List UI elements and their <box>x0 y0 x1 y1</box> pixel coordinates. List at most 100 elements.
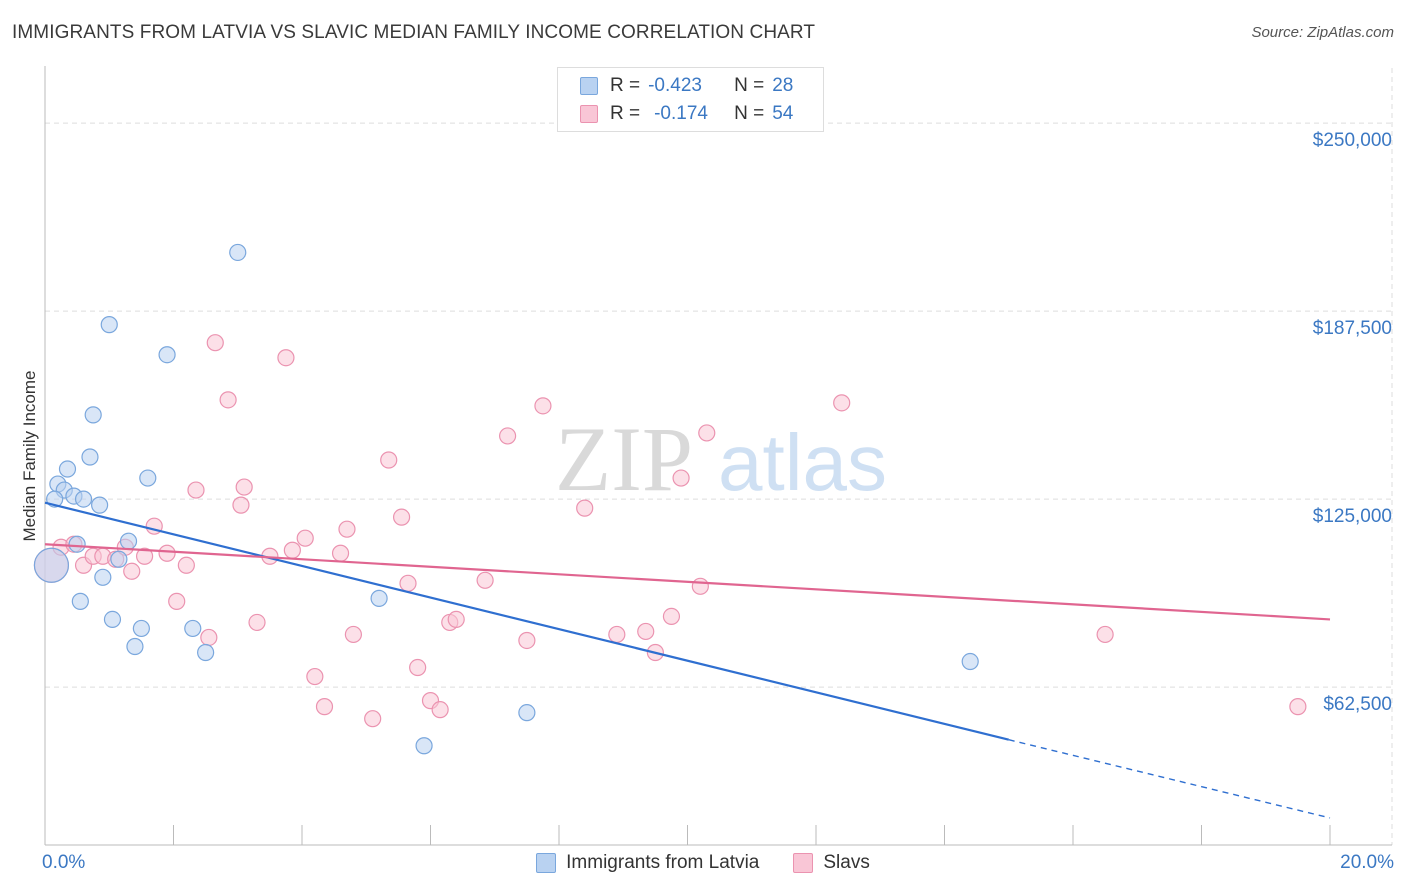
watermark-zip: ZIP <box>555 408 693 510</box>
data-point <box>74 490 93 508</box>
data-point <box>123 562 141 580</box>
gridlines <box>45 68 1393 845</box>
data-point <box>662 607 681 626</box>
data-point <box>431 701 449 719</box>
data-point <box>232 496 250 514</box>
legend-item-slavs[interactable]: Slavs <box>793 852 870 874</box>
data-point <box>58 460 77 478</box>
data-point <box>691 577 709 595</box>
data-point <box>338 520 356 538</box>
y-tick-label: $62,500 <box>1323 694 1392 716</box>
data-point <box>158 544 176 562</box>
source-label: Source: ZipAtlas.com <box>1251 24 1394 41</box>
data-point <box>331 544 350 562</box>
data-point <box>499 427 517 445</box>
data-point <box>184 619 202 638</box>
data-point <box>206 334 224 352</box>
data-point <box>833 394 851 412</box>
axes <box>44 66 1392 846</box>
data-point <box>344 625 362 644</box>
data-point <box>415 737 433 755</box>
slavs-trend-line <box>44 543 1331 621</box>
data-point <box>672 469 690 487</box>
slavs-swatch <box>580 105 598 123</box>
data-point <box>306 667 324 686</box>
y-tick-label: $250,000 <box>1312 130 1392 152</box>
n-value: 54 <box>772 103 794 124</box>
data-point <box>315 698 334 716</box>
data-point <box>103 610 122 629</box>
data-point <box>158 346 176 364</box>
data-point <box>380 451 398 469</box>
data-point <box>370 589 388 607</box>
data-point <box>534 397 552 415</box>
data-point <box>135 547 154 565</box>
y-tick-label: $125,000 <box>1312 506 1392 528</box>
data-point <box>1096 625 1114 644</box>
latvia-swatch <box>580 77 598 95</box>
data-point <box>518 704 536 722</box>
data-point <box>518 631 536 650</box>
n-label: N = <box>734 103 765 124</box>
data-point <box>139 469 157 487</box>
data-point <box>576 499 594 517</box>
data-point <box>200 628 218 647</box>
y-axis-label: Median Family Income <box>20 370 39 542</box>
data-point <box>126 637 144 656</box>
data-point <box>698 424 716 442</box>
data-point <box>100 316 118 334</box>
data-point <box>33 547 70 583</box>
data-point <box>177 556 195 574</box>
y-tick-label: $187,500 <box>1312 318 1392 340</box>
latvia-trend-line <box>44 501 1010 741</box>
data-point <box>229 243 247 262</box>
data-point <box>84 406 102 424</box>
data-point <box>248 613 266 632</box>
data-point <box>608 625 626 644</box>
legend-item-latvia[interactable]: Immigrants from Latvia <box>536 852 759 874</box>
data-point <box>110 550 128 568</box>
slavs-legend-swatch <box>793 853 814 873</box>
stats-row-latvia: R = -0.423 N = 28 <box>580 73 793 99</box>
x-tick-min: 0.0% <box>42 852 86 873</box>
r-value: -0.423 <box>648 75 702 96</box>
watermark-atlas: atlas <box>718 418 887 507</box>
data-point <box>296 529 314 547</box>
data-point <box>235 478 253 496</box>
data-point <box>1289 698 1307 716</box>
data-point <box>81 448 99 466</box>
n-value: 28 <box>772 75 794 96</box>
x-tick-max: 20.0% <box>1340 852 1394 873</box>
data-point <box>187 481 205 499</box>
latvia-trend-extension <box>1008 739 1331 819</box>
series-legend: Immigrants from Latvia Slavs <box>0 852 1406 874</box>
data-point <box>364 710 382 728</box>
r-value: -0.174 <box>654 103 708 124</box>
stats-row-slavs: R = -0.174 N = 54 <box>580 101 793 127</box>
legend-label-slavs: Slavs <box>823 852 870 873</box>
trend-lines <box>44 501 1331 819</box>
data-point <box>197 643 215 662</box>
chart-title: IMMIGRANTS FROM LATVIA VS SLAVIC MEDIAN … <box>12 22 816 43</box>
slavs-points <box>33 334 1307 728</box>
r-label: R = <box>610 103 641 124</box>
data-point <box>447 610 465 629</box>
data-point <box>961 652 979 671</box>
latvia-legend-swatch <box>536 853 557 873</box>
data-point <box>168 592 186 610</box>
r-label: R = <box>610 75 641 96</box>
data-point <box>94 568 112 586</box>
data-point <box>399 574 417 592</box>
n-label: N = <box>734 75 765 96</box>
data-point <box>71 592 89 610</box>
data-point <box>91 496 109 514</box>
latvia-points <box>33 243 979 755</box>
data-point <box>637 622 655 641</box>
data-point <box>409 658 427 677</box>
stats-legend: R = -0.423 N = 28 R = -0.174 N = 54 <box>557 67 824 132</box>
data-point <box>476 571 494 589</box>
data-point <box>119 532 138 550</box>
data-point <box>132 619 150 638</box>
legend-label-latvia: Immigrants from Latvia <box>566 852 760 873</box>
